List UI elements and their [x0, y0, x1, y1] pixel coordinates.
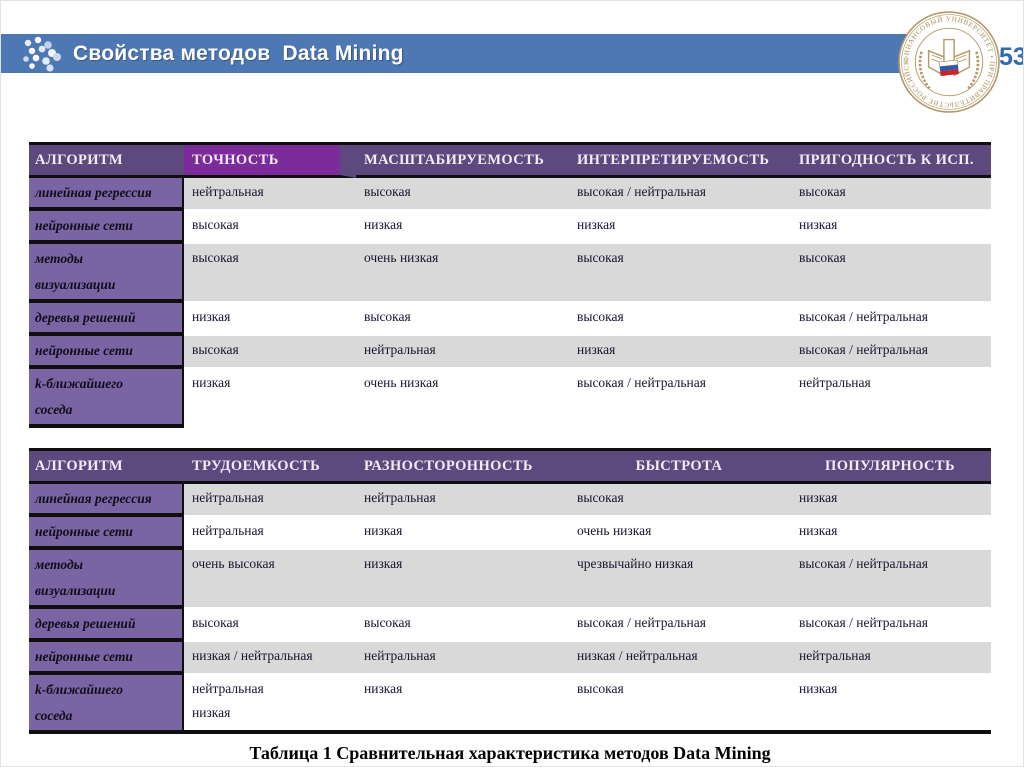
value-cell: высокая [356, 303, 569, 336]
logo-book-icon [927, 38, 971, 77]
table-row: нейронные сети высокая низкая низкая низ… [29, 211, 991, 244]
algorithm-cell: нейронные сети [29, 211, 184, 244]
value-cell: высокая [184, 244, 356, 303]
table1-header-row: АЛГОРИТМ ТОЧНОСТЬ МАСШТАБИРУЕМОСТЬ ИНТЕР… [29, 145, 991, 178]
value-cell: высокая / нейтральная [569, 178, 791, 211]
header-speed: БЫСТРОТА [569, 451, 791, 484]
value-cell: высокая / нейтральная [791, 550, 991, 609]
table-row: k-ближайшего соседа низкая очень низкая … [29, 369, 991, 428]
value-cell: очень низкая [569, 517, 791, 550]
value-cell: низкая [184, 369, 356, 428]
header-interpretability: ИНТЕРПРЕТИРУЕМОСТЬ [569, 145, 791, 178]
value-cell: низкая [569, 211, 791, 244]
value-cell: высокая [791, 178, 991, 211]
value-cell: низкая / нейтральная [569, 642, 791, 675]
value-cell: низкая [356, 550, 569, 609]
value-cell: низкая [791, 675, 991, 734]
value-cell: нейтральная низкая [184, 675, 356, 734]
table-row: нейронные сети низкая / нейтральная нейт… [29, 642, 991, 675]
value-cell: высокая / нейтральная [569, 369, 791, 428]
algorithm-cell: нейронные сети [29, 336, 184, 369]
page-number: 53 [999, 43, 1023, 71]
header-algorithm: АЛГОРИТМ [29, 145, 184, 178]
table2-header-row: АЛГОРИТМ ТРУДОЕМКОСТЬ РАЗНОСТОРОННОСТЬ Б… [29, 451, 991, 484]
logo-flag-icon [938, 59, 959, 76]
value-cell: чрезвычайно низкая [569, 550, 791, 609]
value-cell: нейтральная [184, 178, 356, 211]
value-cell: низкая [569, 336, 791, 369]
header-applicability: ПРИГОДНОСТЬ К ИСП. [791, 145, 991, 178]
header-popularity: ПОПУЛЯРНОСТЬ [791, 451, 991, 484]
slide-title-bar: Свойства методов Data Mining [1, 34, 988, 73]
algorithm-cell: линейная регрессия [29, 484, 184, 517]
value-cell: высокая [184, 336, 356, 369]
table-row: деревья решений высокая высокая высокая … [29, 609, 991, 642]
comparison-table-1: АЛГОРИТМ ТОЧНОСТЬ МАСШТАБИРУЕМОСТЬ ИНТЕР… [29, 142, 991, 428]
value-cell: низкая / нейтральная [184, 642, 356, 675]
table-row: методы визуализации очень высокая низкая… [29, 550, 991, 609]
slide-title: Свойства методов Data Mining [73, 41, 404, 65]
slide-content: АЛГОРИТМ ТОЧНОСТЬ МАСШТАБИРУЕМОСТЬ ИНТЕР… [29, 142, 991, 764]
value-cell: высокая [184, 609, 356, 642]
value-cell: высокая / нейтральная [569, 609, 791, 642]
value-cell: очень низкая [356, 369, 569, 428]
table-caption: Таблица 1 Сравнительная характеристика м… [249, 743, 771, 763]
algorithm-cell: методы визуализации [29, 550, 184, 609]
value-cell: низкая [791, 484, 991, 517]
value-cell: высокая [356, 609, 569, 642]
algorithm-cell: k-ближайшего соседа [29, 369, 184, 428]
value-cell: низкая [184, 303, 356, 336]
value-cell: низкая [791, 517, 991, 550]
table-row: линейная регрессия нейтральная нейтральн… [29, 484, 991, 517]
value-cell: нейтральная [356, 336, 569, 369]
algorithm-cell: деревья решений [29, 303, 184, 336]
value-cell: высокая / нейтральная [791, 609, 991, 642]
value-cell: высокая [791, 244, 991, 303]
value-cell: высокая [184, 211, 356, 244]
value-cell: низкая [356, 211, 569, 244]
header-algorithm: АЛГОРИТМ [29, 451, 184, 484]
table-row: методы визуализации высокая очень низкая… [29, 244, 991, 303]
algorithm-cell: линейная регрессия [29, 178, 184, 211]
algorithm-cell: деревья решений [29, 609, 184, 642]
value-cell: высокая [569, 244, 791, 303]
value-cell: нейтральная [356, 484, 569, 517]
value-cell: нейтральная [184, 517, 356, 550]
university-logo: ФИНАНСОВЫЙ УНИВЕРСИТЕТ • ПРИ ПРАВИТЕЛЬСТ… [898, 11, 1000, 113]
value-cell: высокая [356, 178, 569, 211]
value-cell: очень низкая [356, 244, 569, 303]
table-row: нейронные сети высокая нейтральная низка… [29, 336, 991, 369]
table-row: линейная регрессия нейтральная высокая в… [29, 178, 991, 211]
value-cell: высокая / нейтральная [791, 303, 991, 336]
value-cell: нейтральная [791, 642, 991, 675]
value-cell: высокая [569, 675, 791, 734]
header-versatility: РАЗНОСТОРОННОСТЬ [356, 451, 569, 484]
algorithm-cell: методы визуализации [29, 244, 184, 303]
value-cell: высокая [569, 484, 791, 517]
value-cell: нейтральная [356, 642, 569, 675]
header-scalability: МАСШТАБИРУЕМОСТЬ [356, 145, 569, 178]
dots-decoration-icon [23, 36, 61, 72]
value-cell: низкая [356, 517, 569, 550]
comparison-table-2: АЛГОРИТМ ТРУДОЕМКОСТЬ РАЗНОСТОРОННОСТЬ Б… [29, 448, 991, 734]
table-row: k-ближайшего соседа нейтральная низкая н… [29, 675, 991, 734]
table-row: деревья решений низкая высокая высокая в… [29, 303, 991, 336]
value-cell: низкая [356, 675, 569, 734]
value-cell: нейтральная [791, 369, 991, 428]
header-accuracy: ТОЧНОСТЬ [184, 145, 356, 178]
table-row: нейронные сети нейтральная низкая очень … [29, 517, 991, 550]
algorithm-cell: k-ближайшего соседа [29, 675, 184, 734]
algorithm-cell: нейронные сети [29, 517, 184, 550]
value-cell: высокая [569, 303, 791, 336]
value-cell: низкая [791, 211, 991, 244]
header-labor-intensity: ТРУДОЕМКОСТЬ [184, 451, 356, 484]
value-cell: высокая / нейтральная [791, 336, 991, 369]
value-cell: очень высокая [184, 550, 356, 609]
value-cell: нейтральная [184, 484, 356, 517]
algorithm-cell: нейронные сети [29, 642, 184, 675]
